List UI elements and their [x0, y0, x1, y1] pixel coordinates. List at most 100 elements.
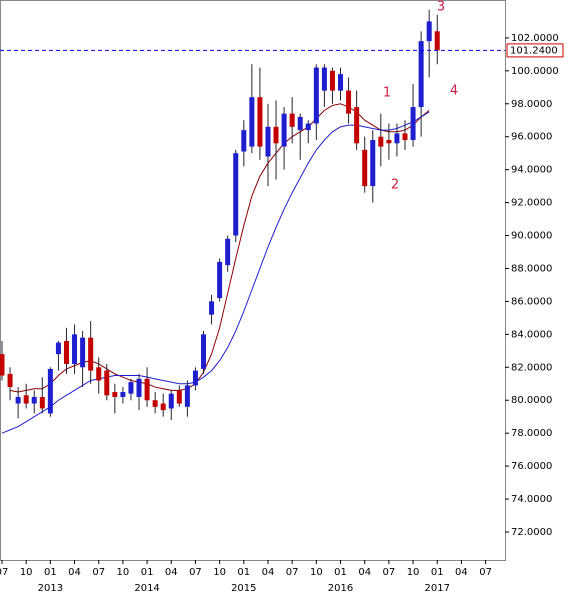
candle-body — [217, 261, 223, 299]
x-tick-label: 07 — [0, 567, 8, 578]
x-tick-label: 10 — [310, 567, 323, 578]
annotation: 2 — [391, 178, 399, 193]
x-tick-label: 01 — [44, 567, 57, 578]
plot-area — [0, 0, 506, 561]
y-tick-label: 78.0000 — [511, 428, 552, 439]
candle-body — [96, 367, 102, 381]
candle-body — [88, 337, 94, 371]
year-label: 2017 — [425, 583, 450, 594]
candle-body — [120, 392, 126, 397]
x-tick-label: 04 — [358, 567, 371, 578]
annotation: 3 — [437, 0, 445, 15]
candle-body — [233, 153, 239, 236]
x-tick-label: 10 — [20, 567, 33, 578]
last-price-box — [506, 43, 564, 58]
candle-body — [192, 370, 198, 386]
x-tick-label: 07 — [286, 567, 299, 578]
y-tick-label: 86.0000 — [511, 296, 552, 307]
candle-body — [47, 368, 53, 414]
annotation: 1 — [383, 86, 391, 101]
x-tick-label: 10 — [117, 567, 130, 578]
y-tick-label: 72.0000 — [511, 527, 552, 538]
x-tick-label: 04 — [165, 567, 178, 578]
year-label: 2013 — [38, 583, 63, 594]
candle-body — [338, 74, 344, 91]
y-tick-label: 92.0000 — [511, 198, 552, 209]
candle-body — [55, 342, 61, 355]
year-label: 2015 — [231, 583, 256, 594]
y-tick-label: 90.0000 — [511, 231, 552, 242]
y-tick-label: 100.0000 — [511, 66, 559, 77]
candle-body — [386, 140, 392, 144]
y-tick-label: 84.0000 — [511, 329, 552, 340]
x-tick-label: 01 — [141, 567, 154, 578]
candle-body — [354, 107, 360, 144]
candle-body — [297, 116, 303, 131]
x-tick-label: 07 — [92, 567, 105, 578]
candle-body — [402, 133, 408, 140]
x-tick-label: 07 — [189, 567, 202, 578]
candle-body — [39, 396, 45, 409]
candle-body — [184, 385, 190, 407]
y-tick-label: 98.0000 — [511, 99, 552, 110]
candle-body — [281, 113, 287, 147]
candle-body — [426, 21, 432, 42]
candle-body — [23, 395, 29, 404]
candle-body — [201, 334, 206, 369]
x-tick-label: 10 — [213, 567, 226, 578]
candle-body — [362, 149, 368, 187]
x-tick-label: 04 — [68, 567, 81, 578]
candle-body — [128, 382, 134, 394]
x-tick-label: 01 — [237, 567, 250, 578]
candle-body — [152, 400, 158, 407]
candle-body — [313, 67, 319, 124]
candle-body — [273, 126, 279, 144]
candle-body — [265, 126, 271, 157]
candle-body — [225, 238, 231, 266]
x-tick-label: 07 — [479, 567, 492, 578]
y-tick-label: 82.0000 — [511, 362, 552, 373]
candle-body — [370, 140, 376, 187]
candle-body — [80, 337, 86, 368]
candle-body — [410, 107, 416, 140]
candle-body — [321, 67, 327, 91]
candle-body — [378, 136, 384, 147]
y-tick-label: 76.0000 — [511, 461, 552, 472]
candle-body — [346, 90, 352, 114]
annotation: 4 — [450, 84, 458, 99]
y-tick-label: 96.0000 — [511, 132, 552, 143]
candle-body — [7, 373, 13, 388]
candle-body — [144, 378, 150, 401]
candle-body — [63, 340, 69, 364]
candle-body — [136, 378, 142, 397]
last-price-label: 101.2400 — [510, 45, 558, 56]
x-tick-label: 07 — [383, 567, 396, 578]
candle-body — [257, 97, 263, 147]
candle-body — [394, 133, 400, 144]
y-tick-label: 102.0000 — [511, 33, 559, 44]
y-tick-label: 88.0000 — [511, 263, 552, 274]
candle-body — [176, 390, 182, 404]
moving-average — [9, 103, 430, 393]
candle-body — [112, 392, 118, 397]
y-tick-label: 74.0000 — [511, 494, 552, 505]
candle-body — [160, 403, 166, 411]
x-tick-label: 01 — [431, 567, 444, 578]
candle-body — [434, 31, 440, 51]
candle-body — [241, 130, 247, 152]
x-tick-label: 10 — [407, 567, 420, 578]
candle-body — [31, 396, 37, 404]
candle-body — [15, 396, 21, 404]
candle-body — [104, 370, 110, 396]
candle-body — [72, 334, 78, 364]
y-tick-label: 80.0000 — [511, 395, 552, 406]
candle-body — [209, 301, 215, 315]
year-label: 2016 — [328, 583, 353, 594]
y-tick-label: 94.0000 — [511, 165, 552, 176]
candle-body — [0, 354, 5, 376]
x-tick-label: 04 — [455, 567, 468, 578]
candle-body — [168, 393, 174, 409]
x-tick-label: 01 — [334, 567, 347, 578]
candle-body — [305, 123, 311, 131]
